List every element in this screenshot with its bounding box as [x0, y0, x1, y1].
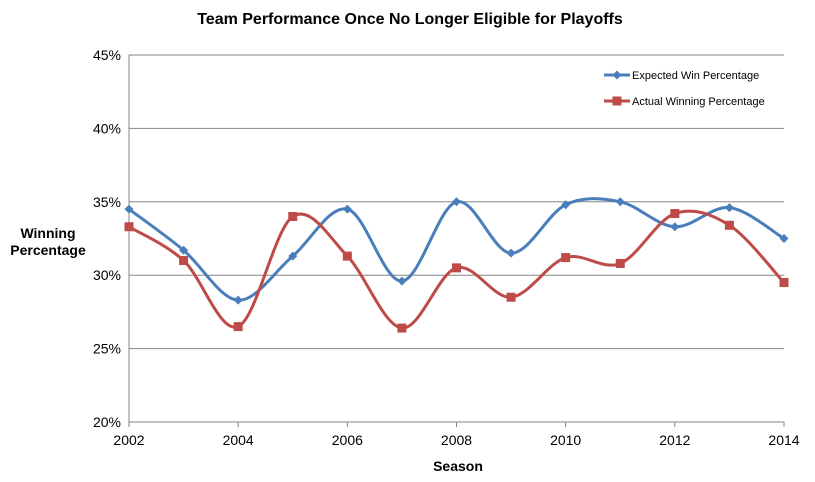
x-tick-label: 2004: [223, 432, 254, 448]
data-point: [342, 251, 352, 261]
data-point: [615, 258, 625, 268]
y-tick-label: 35%: [93, 194, 121, 210]
y-tick-label: 30%: [93, 267, 121, 283]
data-point: [233, 322, 243, 332]
legend: Expected Win Percentage Actual Winning Pe…: [604, 70, 765, 108]
x-axis-ticks: 2002 2004 2006 2008 2010 2012 2014: [113, 422, 800, 448]
data-point: [288, 251, 298, 261]
y-tick-label: 45%: [93, 47, 121, 63]
x-tick-label: 2006: [332, 432, 363, 448]
data-point: [124, 204, 134, 214]
data-point: [179, 245, 189, 255]
y-tick-label: 25%: [93, 341, 121, 357]
y-tick-label: 20%: [93, 414, 121, 430]
series-expected-win-percentage: [124, 197, 789, 305]
data-point: [779, 278, 789, 288]
y-tick-label: 40%: [93, 120, 121, 136]
x-tick-label: 2002: [113, 432, 144, 448]
data-point: [397, 276, 407, 286]
axes: [128, 55, 784, 423]
data-point: [561, 200, 571, 210]
data-point: [288, 211, 298, 221]
series-line: [128, 197, 785, 302]
data-point: [506, 248, 516, 258]
data-point: [452, 197, 461, 207]
x-axis-title: Season: [433, 458, 483, 474]
data-point: [179, 256, 189, 266]
y-axis-title-line-1: Winning: [20, 225, 75, 241]
legend-marker: [612, 96, 622, 106]
data-point: [124, 222, 134, 232]
data-point: [506, 292, 516, 302]
y-axis-ticks: 20% 25% 30% 35% 40% 45%: [93, 47, 121, 430]
legend-label: Actual Winning Percentage: [632, 96, 765, 108]
data-point: [779, 234, 789, 243]
legend-label: Expected Win Percentage: [632, 70, 759, 82]
data-point: [233, 295, 243, 305]
x-tick-label: 2014: [768, 432, 799, 448]
data-point: [561, 253, 571, 263]
series-layer: [124, 197, 789, 333]
data-point: [724, 220, 734, 230]
x-tick-label: 2012: [659, 432, 690, 448]
x-tick-label: 2008: [441, 432, 472, 448]
y-axis-title-line-2: Percentage: [10, 242, 86, 258]
data-point: [452, 263, 461, 273]
data-point: [397, 323, 407, 333]
legend-marker: [612, 70, 622, 80]
data-point: [670, 209, 680, 219]
x-tick-label: 2010: [550, 432, 581, 448]
data-point: [724, 203, 734, 213]
data-point: [342, 204, 352, 214]
series-actual-winning-percentage: [124, 209, 789, 333]
chart-title: Team Performance Once No Longer Eligible…: [197, 11, 623, 28]
data-point: [615, 197, 625, 207]
data-point: [670, 222, 680, 232]
